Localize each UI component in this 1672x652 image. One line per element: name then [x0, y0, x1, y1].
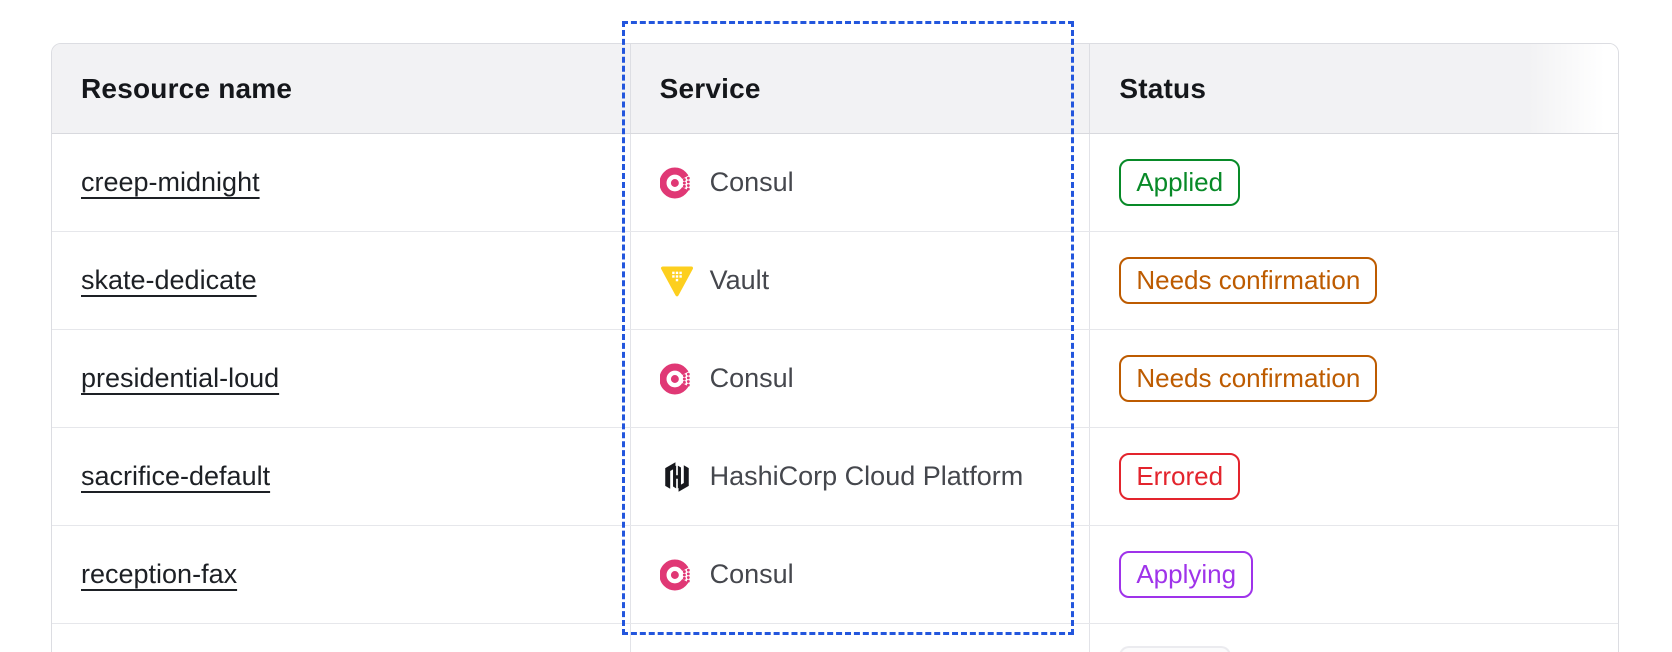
- status-badge: Needs confirmation: [1119, 257, 1378, 304]
- status-badge: Needs confirmation: [1119, 355, 1378, 402]
- table-body: creep-midnight Consul Applied skate-dedi…: [52, 134, 1618, 624]
- header-right-fade: [1528, 44, 1618, 133]
- service-label: HashiCorp Cloud Platform: [709, 461, 1024, 491]
- service-label: Consul: [709, 559, 794, 589]
- resource-link[interactable]: presidential-loud: [81, 363, 280, 393]
- status-badge: Errored: [1119, 453, 1241, 500]
- resources-table: Resource name Service Status creep-midni…: [51, 43, 1619, 652]
- table-row: presidential-loud Consul Needs confirmat…: [52, 330, 1618, 428]
- consul-icon: [659, 166, 694, 200]
- resource-link[interactable]: creep-midnight: [81, 167, 260, 197]
- table-row: skate-dedicate Vault Needs confirmation: [52, 232, 1618, 330]
- table-row: sacrifice-default HashiCorp Cloud Platfo…: [52, 428, 1618, 526]
- column-header-service: Service: [629, 44, 1090, 133]
- table-header-row: Resource name Service Status: [52, 44, 1618, 134]
- status-badge-partial: [1119, 646, 1232, 652]
- consul-icon: [659, 558, 694, 592]
- column-header-label: Service: [659, 72, 761, 104]
- column-header-label: Resource name: [81, 72, 293, 104]
- vault-icon: [660, 264, 694, 298]
- service-label: Vault: [709, 265, 770, 295]
- column-header-status: Status: [1089, 44, 1618, 133]
- status-badge: Applied: [1119, 159, 1241, 206]
- resource-link[interactable]: skate-dedicate: [81, 265, 257, 295]
- table-row: reception-fax Consul Applying: [52, 526, 1618, 624]
- table-row: creep-midnight Consul Applied: [52, 134, 1618, 232]
- column-header-resource-name: Resource name: [52, 44, 630, 133]
- service-label: Consul: [709, 167, 794, 197]
- resource-link[interactable]: reception-fax: [81, 559, 238, 589]
- consul-icon: [659, 362, 694, 396]
- service-label: Consul: [709, 363, 794, 393]
- hashicorp-icon: [660, 460, 694, 494]
- status-badge: Applying: [1119, 551, 1254, 598]
- table-row-partial: [52, 624, 1618, 652]
- resource-link[interactable]: sacrifice-default: [81, 461, 271, 491]
- column-header-label: Status: [1119, 72, 1207, 104]
